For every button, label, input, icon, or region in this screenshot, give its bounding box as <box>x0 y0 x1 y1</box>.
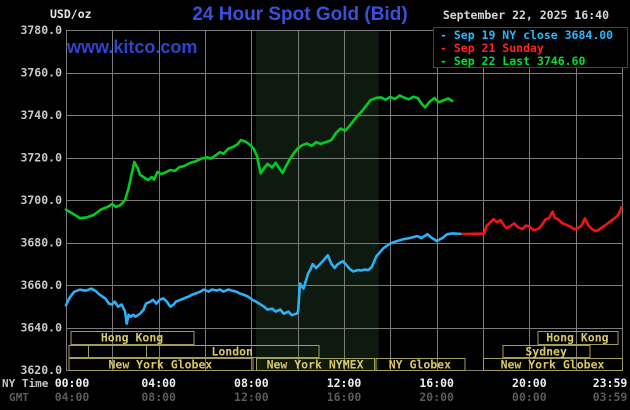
ny-time-tick: 16:00 <box>419 376 454 390</box>
session-label: New York NYMEX <box>267 358 364 372</box>
gmt-tick: 04:00 <box>55 390 90 404</box>
ny-time-tick: 12:00 <box>327 376 362 390</box>
session-box <box>375 358 466 371</box>
kitco-watermark-link[interactable]: www.kitco.com <box>67 37 198 57</box>
session-box <box>88 345 147 358</box>
ny-time-axis-label: NY Time <box>2 377 49 390</box>
session-label: Sydney <box>525 345 567 359</box>
session-label: London <box>211 345 253 359</box>
gmt-tick: 20:00 <box>419 390 454 404</box>
session-box <box>255 358 376 371</box>
ny-time-tick: 08:00 <box>234 376 269 390</box>
legend-item-sep22: - Sep 22 Last 3746.60 <box>440 54 586 68</box>
gmt-tick: 00:00 <box>512 390 547 404</box>
session-box <box>145 345 320 358</box>
y-axis-unit-label: USD/oz <box>50 7 92 21</box>
y-tick-label: 3660.0 <box>20 278 62 292</box>
session-label: New York Globex <box>108 358 212 372</box>
y-tick-label: 3720.0 <box>20 151 62 165</box>
gmt-tick: 12:00 <box>234 390 269 404</box>
session-label: New York Globex <box>501 358 605 372</box>
y-tick-label: 3640.0 <box>20 321 62 335</box>
price-line-sep19 <box>64 232 464 326</box>
gmt-tick: 08:00 <box>141 390 176 404</box>
ny-time-tick: 04:00 <box>141 376 176 390</box>
page-title: 24 Hour Spot Gold (Bid) <box>192 4 408 25</box>
gmt-tick: 16:00 <box>327 390 362 404</box>
session-box <box>502 345 591 358</box>
session-box <box>68 358 254 371</box>
y-tick-label: 3780.0 <box>20 23 62 37</box>
legend: - Sep 19 NY close 3684.00 - Sep 21 Sunda… <box>433 27 628 68</box>
chart-timestamp: September 22, 2025 16:40 <box>442 8 609 22</box>
legend-item-sep21: - Sep 21 Sunday <box>440 41 544 55</box>
y-tick-label: 3740.0 <box>20 108 62 122</box>
legend-item-sep19: - Sep 19 NY close 3684.00 <box>440 28 614 42</box>
ny-time-tick: 20:00 <box>512 376 547 390</box>
ny-time-tick: 23:59 <box>593 376 628 390</box>
price-line-sep21 <box>460 205 623 236</box>
session-label: Hong Kong <box>546 331 608 345</box>
session-box <box>68 345 90 358</box>
session-box <box>537 331 619 345</box>
session-label: NY Globex <box>389 358 451 372</box>
price-line-sep22 <box>64 94 454 220</box>
y-tick-label: 3760.0 <box>20 66 62 80</box>
ny-time-tick: 00:00 <box>55 376 90 390</box>
y-tick-label: 3700.0 <box>20 193 62 207</box>
gmt-axis-label: GMT <box>9 391 29 404</box>
y-tick-label: 3620.0 <box>20 363 62 377</box>
session-label: Hong Kong <box>101 331 163 345</box>
session-box <box>483 358 623 371</box>
y-tick-label: 3680.0 <box>20 236 62 250</box>
gmt-tick: 03:59 <box>593 390 628 404</box>
session-box <box>70 331 195 345</box>
